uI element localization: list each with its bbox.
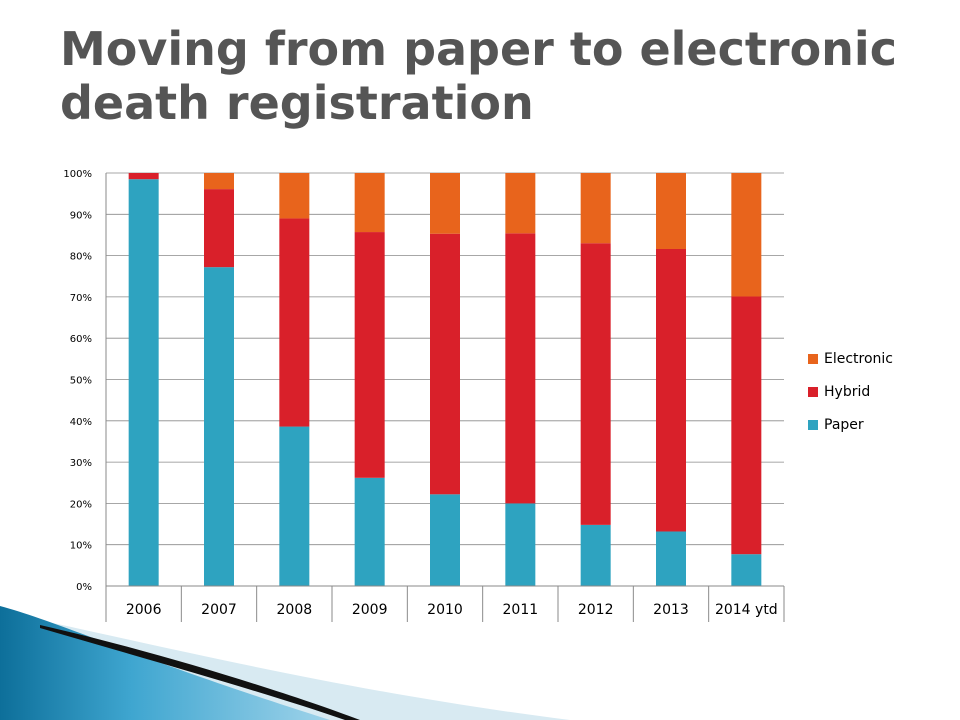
bar-segment-paper bbox=[279, 426, 310, 586]
legend-swatch-electronic bbox=[808, 354, 818, 364]
bar-segment-hybrid bbox=[430, 233, 460, 495]
y-tick-label: 100% bbox=[63, 169, 92, 180]
y-tick-label: 20% bbox=[70, 499, 92, 510]
y-tick-label: 80% bbox=[70, 252, 92, 263]
bar-segment-hybrid bbox=[354, 232, 385, 478]
bar-segment-paper bbox=[204, 267, 234, 586]
bar-segment-paper bbox=[354, 477, 385, 586]
bar-segment-paper bbox=[430, 494, 460, 586]
x-tick-label: 2006 bbox=[126, 602, 162, 618]
x-tick-label: 2007 bbox=[201, 602, 237, 618]
y-tick-label: 10% bbox=[70, 541, 92, 552]
bar-segment-electronic bbox=[505, 173, 536, 234]
bar-segment-electronic bbox=[580, 173, 611, 244]
y-tick-label: 30% bbox=[70, 458, 92, 469]
swoosh-dark-stroke bbox=[40, 625, 360, 720]
x-tick-label: 2012 bbox=[578, 602, 614, 618]
legend-swatch-paper bbox=[808, 420, 818, 430]
bar-segment-electronic bbox=[354, 173, 385, 233]
bar-segment-hybrid bbox=[204, 189, 234, 268]
title-line-1: Moving from paper to electronic bbox=[60, 22, 897, 76]
bar-segment-hybrid bbox=[580, 243, 611, 525]
y-tick-label: 40% bbox=[70, 417, 92, 428]
y-tick-label: 60% bbox=[70, 334, 92, 345]
y-tick-label: 50% bbox=[70, 376, 92, 387]
bar-segment-paper bbox=[128, 179, 159, 586]
bar-segment-hybrid bbox=[656, 248, 686, 532]
legend: Electronic Hybrid Paper bbox=[808, 351, 893, 433]
y-tick-label: 0% bbox=[76, 582, 92, 593]
bar-segment-paper bbox=[731, 554, 762, 586]
axes: 0% 10% 20% 30% 40% 50% 60% 70% 80% 90% 100% 2006 200… bbox=[63, 169, 785, 622]
y-tick-label: 70% bbox=[70, 293, 92, 304]
slide-title: Moving from paper to electronic death re… bbox=[60, 22, 920, 130]
legend-swatch-hybrid bbox=[808, 387, 818, 397]
bar-segment-hybrid bbox=[279, 218, 310, 427]
y-tick-label: 90% bbox=[70, 210, 92, 221]
bar-segment-electronic bbox=[731, 173, 762, 297]
title-line-2: death registration bbox=[60, 76, 534, 130]
bar-segment-electronic bbox=[656, 173, 686, 249]
legend-label-electronic: Electronic bbox=[824, 351, 893, 367]
x-tick-label: 2013 bbox=[653, 602, 689, 618]
swoosh-blue bbox=[0, 606, 330, 720]
bar-segment-hybrid bbox=[128, 173, 159, 180]
x-tick-label: 2010 bbox=[427, 602, 463, 618]
x-tick-label: 2011 bbox=[503, 602, 539, 618]
bar-segment-paper bbox=[505, 503, 536, 586]
bars bbox=[128, 173, 762, 586]
bar-segment-hybrid bbox=[505, 233, 536, 504]
bar-segment-paper bbox=[656, 531, 686, 586]
bar-segment-paper bbox=[580, 524, 611, 586]
legend-label-paper: Paper bbox=[824, 417, 864, 433]
bar-segment-electronic bbox=[204, 173, 234, 190]
x-tick-label: 2009 bbox=[352, 602, 388, 618]
legend-label-hybrid: Hybrid bbox=[824, 384, 870, 400]
bar-segment-electronic bbox=[279, 173, 310, 219]
x-tick-label: 2014 ytd bbox=[715, 602, 778, 618]
x-tick-label: 2008 bbox=[277, 602, 313, 618]
bar-segment-electronic bbox=[430, 173, 460, 234]
bar-segment-hybrid bbox=[731, 296, 762, 555]
